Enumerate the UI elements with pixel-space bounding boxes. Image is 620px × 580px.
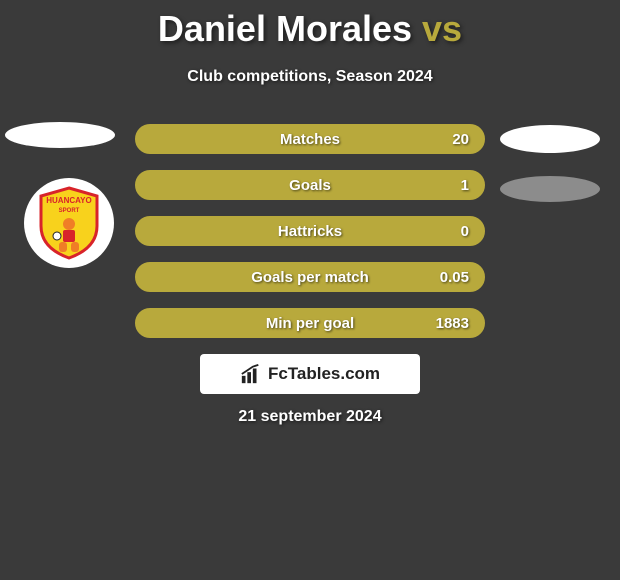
stat-label: Min per goal — [266, 315, 354, 332]
stat-value: 0.05 — [440, 269, 469, 286]
page-title: Daniel Morales vs — [0, 0, 620, 50]
club-crest-icon: HUANCAYO SPORT — [37, 186, 101, 260]
stat-label: Hattricks — [278, 223, 342, 240]
stat-bar-hattricks: Hattricks 0 — [135, 216, 485, 246]
stat-value: 1883 — [436, 315, 469, 332]
player-name: Daniel Morales — [158, 8, 412, 49]
crest-top-text: HUANCAYO — [46, 196, 92, 205]
stats-container: Matches 20 Goals 1 Hattricks 0 Goals per… — [135, 124, 485, 354]
stat-label: Goals — [289, 177, 331, 194]
stat-value: 1 — [461, 177, 469, 194]
stat-bar-min-per-goal: Min per goal 1883 — [135, 308, 485, 338]
chart-icon — [240, 363, 262, 385]
brand-logo-box: FcTables.com — [200, 354, 420, 394]
vs-text: vs — [422, 8, 462, 49]
stat-value: 0 — [461, 223, 469, 240]
stat-bar-goals-per-match: Goals per match 0.05 — [135, 262, 485, 292]
club-badge: HUANCAYO SPORT — [24, 178, 114, 268]
stat-label: Matches — [280, 131, 340, 148]
brand-name: FcTables.com — [268, 364, 380, 384]
crest-bottom-text: SPORT — [59, 208, 80, 214]
decorative-ellipse-right-bottom — [500, 176, 600, 202]
stat-label: Goals per match — [251, 269, 369, 286]
stat-bar-matches: Matches 20 — [135, 124, 485, 154]
decorative-ellipse-right-top — [500, 125, 600, 153]
stat-value: 20 — [452, 131, 469, 148]
date-text: 21 september 2024 — [0, 408, 620, 426]
subtitle: Club competitions, Season 2024 — [0, 68, 620, 86]
stat-bar-goals: Goals 1 — [135, 170, 485, 200]
decorative-ellipse-left — [5, 122, 115, 148]
